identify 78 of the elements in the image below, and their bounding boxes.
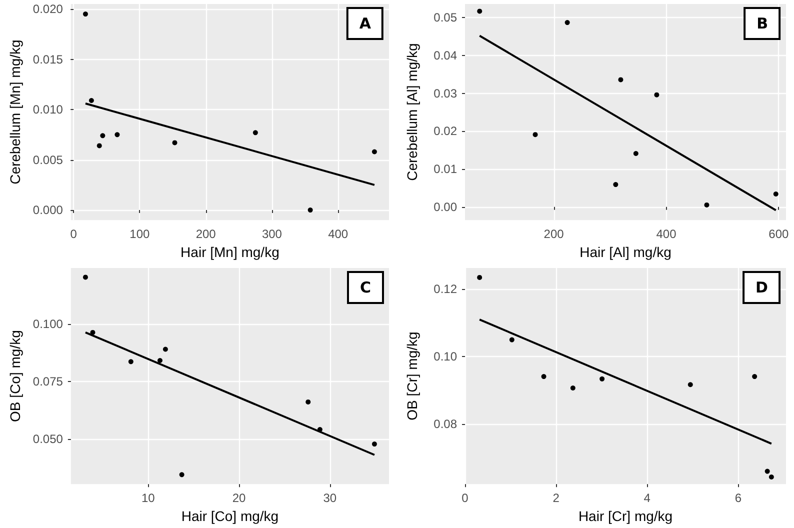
point — [654, 92, 660, 98]
y-tick-label: 0.020 — [32, 2, 64, 16]
y-axis-title: OB [Co] mg/kg — [7, 330, 23, 422]
point — [100, 133, 106, 138]
point — [532, 132, 538, 138]
x-tick-label: 200 — [196, 227, 216, 242]
x-tick-label: 400 — [328, 227, 348, 242]
point — [618, 77, 624, 82]
x-axis-title: Hair [Co] mg/kg — [181, 508, 279, 524]
x-axis-title: Hair [Al] mg/kg — [580, 244, 672, 260]
point — [372, 149, 377, 154]
y-tick-label: 0.00 — [434, 200, 458, 214]
point — [477, 8, 482, 14]
point — [541, 374, 546, 380]
point — [114, 132, 120, 138]
y-tick-label: 0.050 — [32, 432, 64, 446]
y-tick-label: 0.075 — [32, 374, 64, 389]
y-axis-title: Cerebellum [Mn] mg/kg — [7, 40, 23, 184]
x-tick-label: 0 — [462, 491, 469, 506]
annotation: A — [359, 14, 372, 32]
point — [128, 359, 134, 364]
y-tick-label: 0.015 — [32, 52, 64, 66]
point — [179, 472, 184, 478]
y-tick-label: 0.03 — [434, 86, 458, 100]
x-tick-label: 2 — [552, 491, 560, 506]
point — [688, 382, 693, 388]
point — [570, 386, 576, 391]
point — [613, 182, 618, 188]
y-tick-label: 0.04 — [434, 48, 458, 62]
y-tick-label: 0.08 — [434, 417, 458, 432]
annotation: B — [756, 14, 768, 32]
point — [704, 202, 710, 208]
point — [252, 130, 258, 136]
x-tick-label: 6 — [734, 491, 742, 506]
x-tick-label: 0 — [70, 227, 78, 242]
annotation: D — [756, 278, 768, 296]
point — [306, 399, 311, 404]
point — [82, 274, 88, 280]
point — [96, 143, 102, 148]
y-tick-label: 0.05 — [434, 10, 458, 25]
point — [162, 346, 168, 352]
y-tick-label: 0.02 — [434, 124, 458, 138]
x-tick-label: 200 — [544, 227, 564, 242]
point — [477, 274, 482, 280]
y-tick-label: 0.100 — [32, 317, 64, 332]
point — [372, 442, 377, 447]
y-axis-title: Cerebellum [Al] mg/kg — [404, 43, 420, 181]
point — [172, 140, 178, 146]
y-tick-label: 0.000 — [32, 203, 64, 218]
point — [157, 358, 162, 364]
x-tick-label: 30 — [323, 491, 337, 506]
point — [633, 150, 638, 156]
point — [752, 374, 758, 380]
point — [509, 337, 514, 342]
point — [768, 474, 774, 480]
x-tick-label: 400 — [656, 227, 677, 242]
x-tick-label: 20 — [232, 491, 246, 506]
x-tick-label: 4 — [644, 491, 651, 506]
x-tick-label: 300 — [262, 227, 282, 242]
y-tick-label: 0.010 — [32, 102, 64, 117]
y-tick-label: 0.10 — [434, 350, 458, 364]
x-tick-label: 10 — [141, 491, 156, 506]
point — [82, 12, 88, 17]
y-tick-label: 0.01 — [434, 162, 458, 176]
point — [600, 376, 605, 382]
x-tick-label: 600 — [768, 227, 790, 242]
point — [764, 468, 770, 474]
point — [564, 20, 570, 26]
x-axis-title: Hair [Cr] mg/kg — [578, 508, 673, 524]
annotation: C — [360, 278, 372, 296]
y-axis-title: OB [Cr] mg/kg — [404, 332, 420, 420]
point — [773, 191, 778, 196]
y-tick-label: 0.005 — [32, 152, 64, 167]
x-tick-label: 100 — [130, 227, 150, 242]
y-tick-label: 0.12 — [434, 282, 458, 296]
point — [308, 208, 313, 213]
x-axis-title: Hair [Mn] mg/kg — [180, 244, 280, 260]
point — [88, 98, 94, 103]
